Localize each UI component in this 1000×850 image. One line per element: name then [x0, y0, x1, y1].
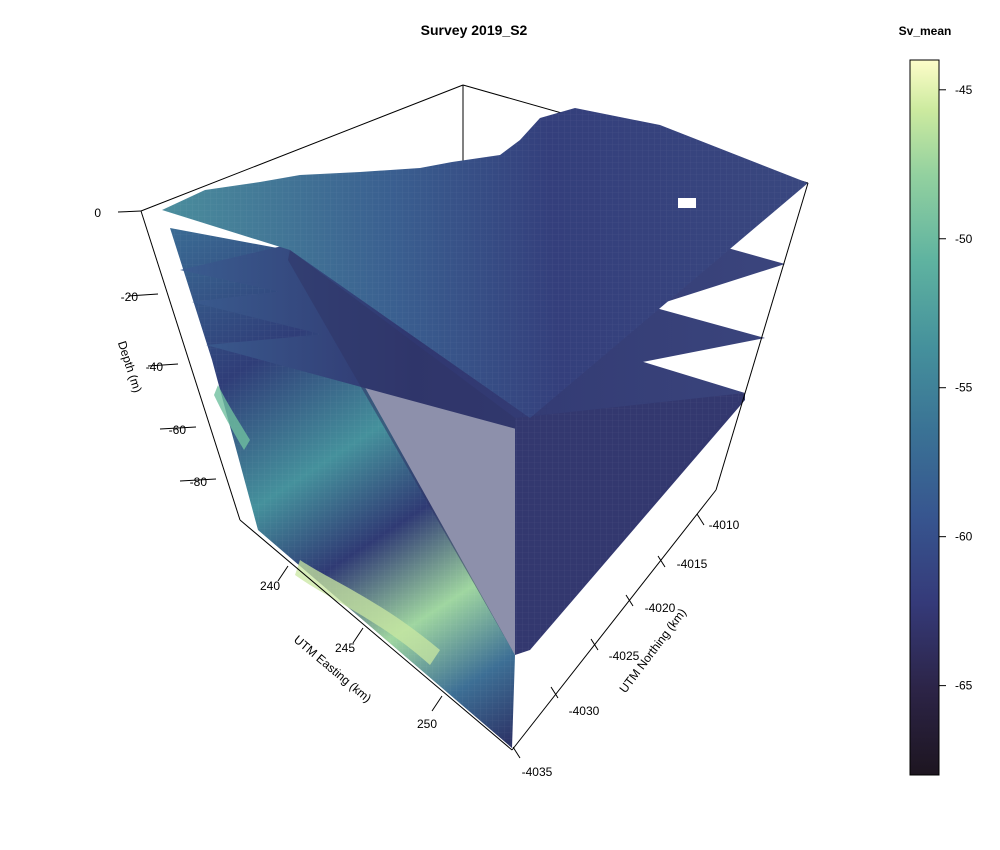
depth-tick-60: -60 [169, 423, 187, 437]
northing-tick-4035: -4035 [522, 765, 553, 779]
depth-tick-80: -80 [190, 475, 208, 489]
northing-tick-4030: -4030 [569, 704, 600, 718]
easting-tick-240: 240 [260, 579, 280, 593]
colorbar-tick-label: -45 [955, 83, 973, 97]
northing-tick-labels: -4010 -4015 -4020 -4025 -4030 -4035 [522, 518, 740, 779]
slice-vertical-northing-face-front [288, 250, 515, 655]
colorbar-tick-label: -50 [955, 232, 973, 246]
colorbar-ticks: -45 -50 -55 -60 -65 [939, 83, 973, 693]
colorbar-tick-label: -65 [955, 679, 973, 693]
colorbar-gradient [909, 59, 940, 776]
northing-tick-4025: -4025 [609, 649, 640, 663]
slice-highlight-band [295, 560, 440, 665]
depth-tick-labels: 0 -20 -40 -60 -80 [94, 206, 207, 489]
colorbar: Sv_mean -45 -50 -55 -60 -65 [899, 24, 973, 776]
easting-tick-250: 250 [417, 717, 437, 731]
chart-title: Survey 2019_S2 [421, 22, 528, 38]
easting-tick-245: 245 [335, 641, 355, 655]
depth-tick-0: 0 [94, 206, 101, 220]
colorbar-title: Sv_mean [899, 24, 952, 38]
volume-slices [162, 108, 808, 748]
easting-axis-label: UTM Easting (km) [291, 632, 374, 705]
slice-horizontal-0-texture [162, 108, 808, 418]
easting-tick-labels: 240 245 250 [260, 579, 437, 731]
northing-tick-4020: -4020 [645, 601, 676, 615]
depth-axis-label: Depth (m) [115, 339, 145, 394]
colorbar-tick-label: -55 [955, 381, 973, 395]
depth-tick-40: -40 [146, 360, 164, 374]
slice-vertical-northing-texture [515, 393, 745, 655]
easting-axis-ticks [277, 565, 443, 712]
slice-gap-patch [678, 198, 696, 208]
colorbar-tick-label: -60 [955, 530, 973, 544]
northing-axis-ticks [512, 513, 705, 759]
slice-highlight-band-left [214, 385, 250, 450]
bounding-box-front [140, 182, 809, 751]
northing-tick-4015: -4015 [677, 557, 708, 571]
depth-axis [117, 210, 217, 482]
depth-tick-20: -20 [121, 290, 139, 304]
northing-tick-4010: -4010 [709, 518, 740, 532]
